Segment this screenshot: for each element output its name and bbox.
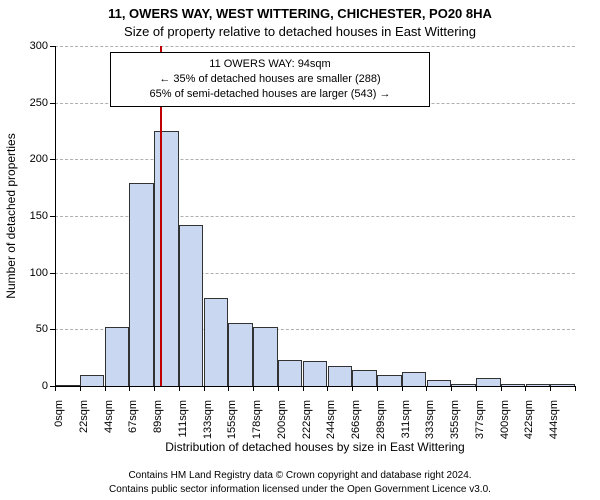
histogram-bar — [253, 327, 278, 386]
x-tick-label: 89sqm — [152, 400, 164, 450]
attribution-line2: Contains public sector information licen… — [0, 483, 600, 496]
histogram-bar — [402, 372, 427, 386]
y-tick-label: 0 — [8, 380, 48, 392]
x-tick — [575, 386, 576, 391]
x-tick-label: 155sqm — [226, 400, 238, 450]
histogram-bar — [105, 327, 130, 386]
x-tick-label: 333sqm — [424, 400, 436, 450]
histogram-bar — [154, 131, 179, 386]
x-tick-label: 222sqm — [301, 400, 313, 450]
histogram-chart: 11, OWERS WAY, WEST WITTERING, CHICHESTE… — [0, 0, 600, 500]
x-tick-label: 422sqm — [523, 400, 535, 450]
info-line: 65% of semi-detached houses are larger (… — [119, 87, 421, 102]
chart-title-line1: 11, OWERS WAY, WEST WITTERING, CHICHESTE… — [0, 6, 600, 21]
x-tick-label: 311sqm — [400, 400, 412, 450]
info-line: ← 35% of detached houses are smaller (28… — [119, 72, 421, 87]
y-tick-label: 100 — [8, 267, 48, 279]
x-tick-label: 178sqm — [251, 400, 263, 450]
histogram-bar — [129, 183, 154, 386]
x-tick-label: 244sqm — [325, 400, 337, 450]
x-tick-label: 266sqm — [350, 400, 362, 450]
x-tick-label: 111sqm — [177, 400, 189, 450]
histogram-bar — [328, 366, 353, 386]
grid-line — [55, 159, 575, 160]
info-annotation-box: 11 OWERS WAY: 94sqm← 35% of detached hou… — [110, 52, 430, 107]
x-tick-label: 289sqm — [375, 400, 387, 450]
y-tick-label: 50 — [8, 323, 48, 335]
x-tick-label: 133sqm — [202, 400, 214, 450]
histogram-bar — [476, 378, 501, 386]
y-tick-label: 250 — [8, 97, 48, 109]
info-line: 11 OWERS WAY: 94sqm — [119, 57, 421, 72]
x-tick-label: 200sqm — [276, 400, 288, 450]
x-tick-label: 67sqm — [127, 400, 139, 450]
x-tick-label: 444sqm — [548, 400, 560, 450]
chart-title-line2: Size of property relative to detached ho… — [0, 24, 600, 39]
histogram-bar — [278, 360, 303, 386]
histogram-bar — [377, 375, 402, 386]
y-tick-label: 150 — [8, 210, 48, 222]
histogram-bar — [80, 375, 105, 386]
x-tick-label: 377sqm — [474, 400, 486, 450]
attribution-line1: Contains HM Land Registry data © Crown c… — [0, 469, 600, 482]
histogram-bar — [352, 370, 377, 386]
x-tick-label: 400sqm — [499, 400, 511, 450]
x-tick-label: 355sqm — [449, 400, 461, 450]
histogram-bar — [303, 361, 328, 386]
histogram-bar — [179, 225, 204, 386]
grid-line — [55, 46, 575, 47]
x-axis-line — [55, 386, 575, 387]
histogram-bar — [204, 298, 229, 386]
histogram-bar — [228, 323, 253, 386]
x-tick-label: 22sqm — [78, 400, 90, 450]
y-tick-label: 300 — [8, 40, 48, 52]
x-tick-label: 0sqm — [53, 400, 65, 450]
y-tick-label: 200 — [8, 153, 48, 165]
y-axis-line — [55, 46, 56, 386]
x-tick-label: 44sqm — [103, 400, 115, 450]
